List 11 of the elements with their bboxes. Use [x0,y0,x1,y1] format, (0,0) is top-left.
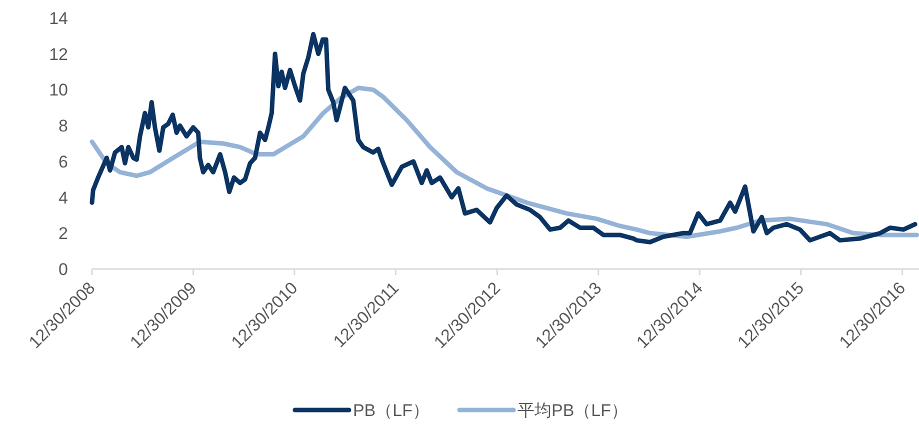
legend-label: 平均PB（LF） [518,401,628,420]
y-tick-label: 4 [58,188,68,208]
y-tick-label: 2 [58,224,68,244]
y-tick-label: 12 [49,44,68,64]
legend-label: PB（LF） [352,401,430,420]
line-series [90,32,918,244]
y-tick-label: 6 [58,152,68,172]
y-tick-label: 10 [49,80,68,100]
y-tick-label: 14 [49,9,68,28]
y-tick-label: 8 [58,116,68,136]
y-tick-label: 0 [58,260,68,279]
